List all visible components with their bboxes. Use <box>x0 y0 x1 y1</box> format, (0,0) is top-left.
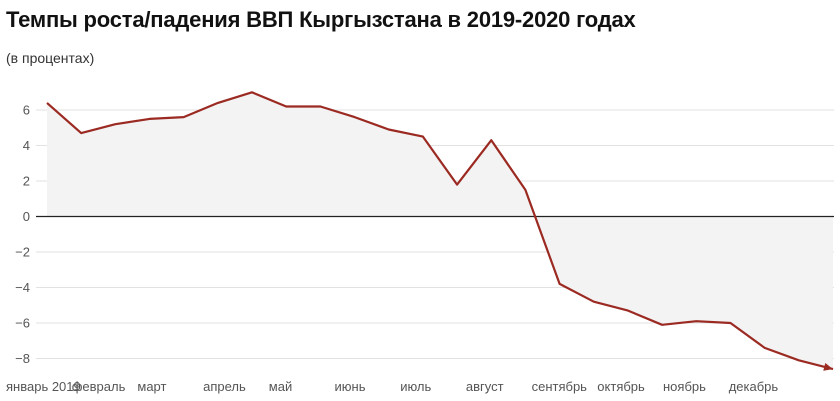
y-tick-label: 6 <box>23 103 30 118</box>
area-fill <box>47 92 833 370</box>
series-line <box>46 91 834 371</box>
x-tick-label: январь 2019 <box>6 379 81 394</box>
x-tick-label: март <box>137 379 166 394</box>
y-tick-label: −8 <box>15 351 30 366</box>
y-tick-label: −6 <box>15 316 30 331</box>
y-tick-label: 4 <box>23 138 30 153</box>
line-end-arrow <box>823 363 833 371</box>
x-tick-label: октябрь <box>597 379 645 394</box>
chart-subtitle: (в процентах) <box>6 50 95 66</box>
y-axis-ticks: 6 4 2 0 −2 −4 −6 −8 <box>15 103 30 367</box>
x-tick-label: декабрь <box>729 379 779 394</box>
y-tick-label: −4 <box>15 280 30 295</box>
y-tick-label: −2 <box>15 245 30 260</box>
x-tick-label: апрель <box>203 379 246 394</box>
y-tick-label: 2 <box>23 174 30 189</box>
x-tick-label: сентябрь <box>532 379 588 394</box>
x-tick-label: май <box>269 379 292 394</box>
x-tick-label: ноябрь <box>663 379 706 394</box>
x-tick-label: февраль <box>72 379 126 394</box>
chart-title: Темпы роста/падения ВВП Кыргызстана в 20… <box>6 7 636 32</box>
x-tick-label: июль <box>400 379 431 394</box>
y-tick-label: 0 <box>23 209 30 224</box>
x-tick-label: июнь <box>335 379 366 394</box>
x-tick-label: август <box>466 379 504 394</box>
